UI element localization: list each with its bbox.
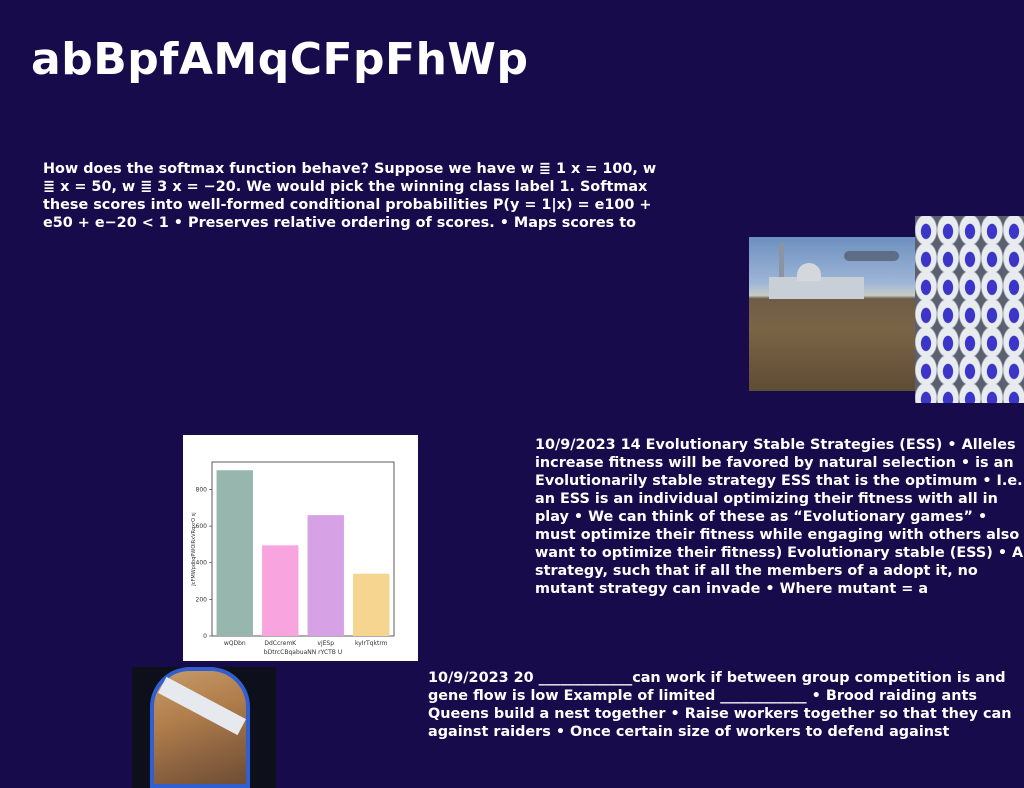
y-axis-label: JcFMWpdbqPWOlRxVRqxrO sj bbox=[191, 512, 197, 586]
bar-DdCcremK bbox=[262, 545, 299, 636]
bar-chart: 0 200 400 600 800 wQDbn DdCcremK vjESp kyIrTqkt… bbox=[183, 435, 418, 661]
plot-frame bbox=[211, 461, 395, 637]
ess-paragraph: 10/9/2023 14 Evolutionary Stable Strateg… bbox=[535, 437, 1024, 597]
softmax-paragraph: How does the softmax function behave? Su… bbox=[43, 161, 657, 231]
y-tick-label: 400 bbox=[196, 560, 208, 567]
bar-chart-svg: 0 200 400 600 800 wQDbn DdCcremK vjESp kyIrTqkt… bbox=[191, 461, 395, 656]
x-tick-label: kyIrTqktrm bbox=[355, 640, 388, 647]
stadium-seats-photo bbox=[915, 216, 1024, 403]
group-selection-paragraph: 10/9/2023 20 _____________can work if be… bbox=[428, 670, 1012, 740]
x-tick-label: vjESp bbox=[317, 640, 334, 647]
x-axis-label: bDtrcCBqabuaNN rYCTB U bbox=[264, 649, 342, 656]
y-tick-label: 0 bbox=[203, 633, 207, 640]
page-title: abBpfAMqCFpFhWp bbox=[31, 34, 529, 85]
airplane-window-photo bbox=[132, 667, 276, 788]
x-tick-label: DdCcremK bbox=[264, 640, 297, 647]
venice-photo bbox=[749, 237, 916, 391]
bar-kyIrTqktrm bbox=[353, 573, 390, 636]
y-tick-label: 200 bbox=[196, 596, 208, 603]
bar-vjESp bbox=[307, 515, 344, 636]
y-tick-label: 600 bbox=[196, 523, 208, 530]
y-tick-label: 800 bbox=[196, 486, 208, 493]
bar-wQDbn bbox=[216, 470, 253, 636]
x-tick-label: wQDbn bbox=[224, 640, 246, 647]
